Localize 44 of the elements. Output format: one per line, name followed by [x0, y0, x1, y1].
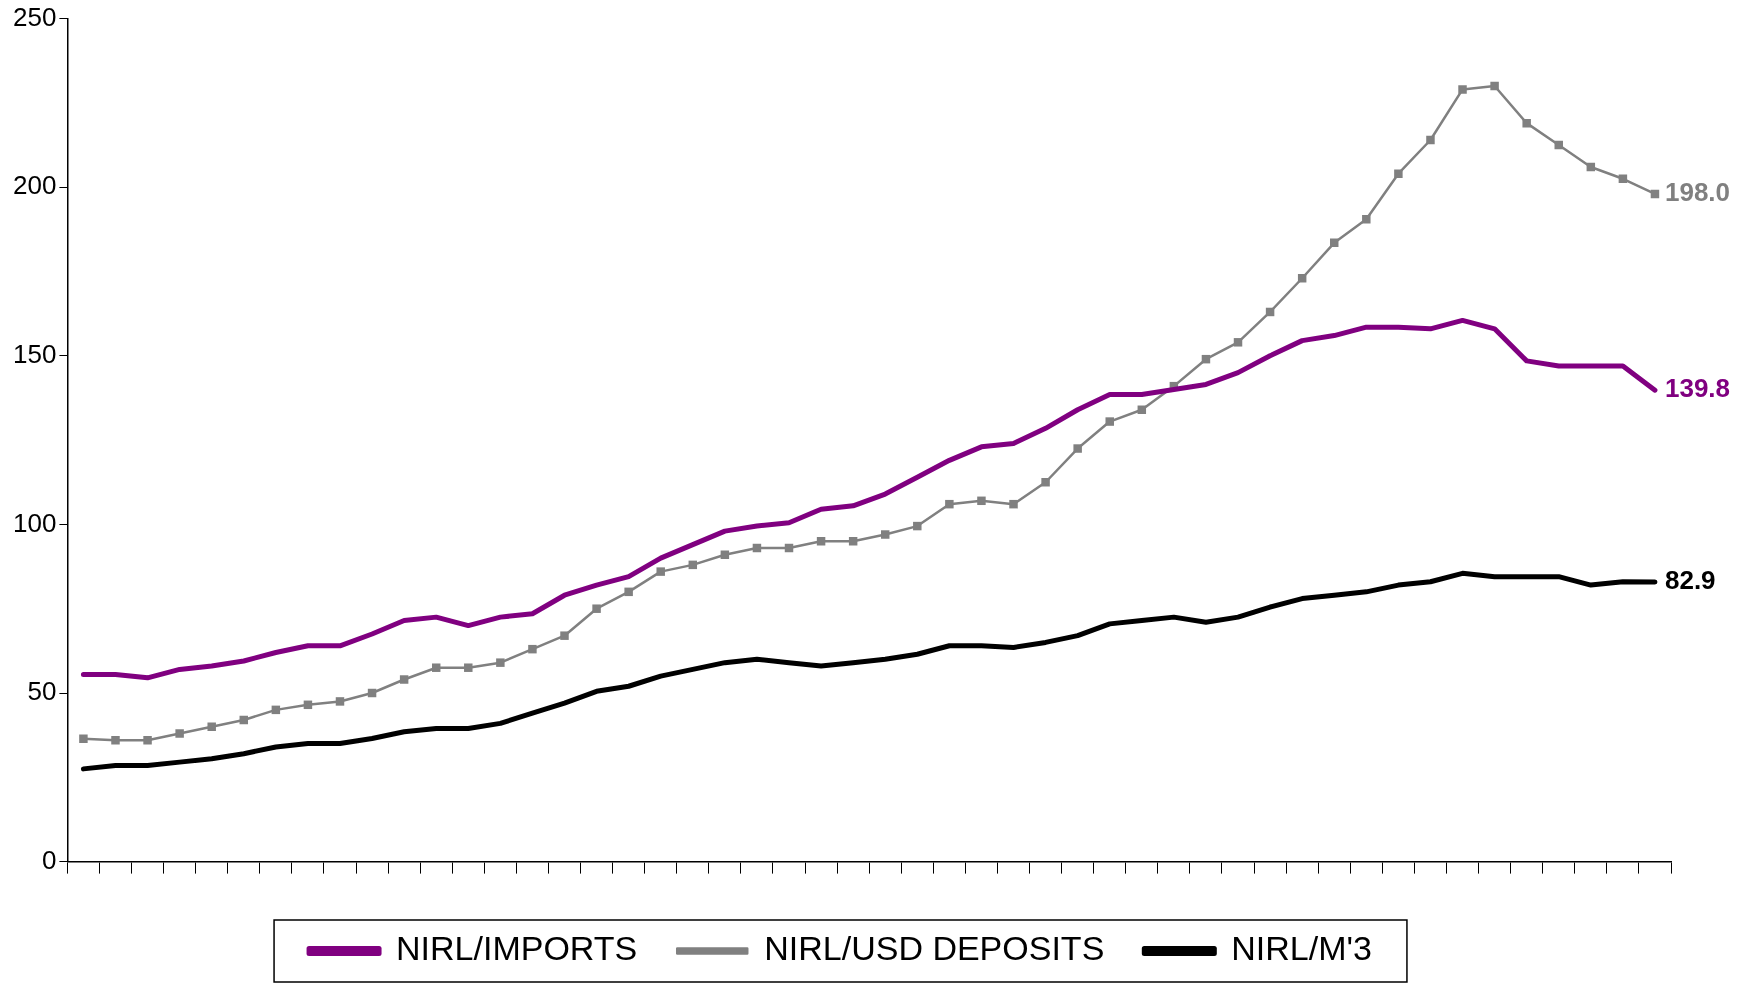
legend-label: NIRL/USD DEPOSITS — [764, 929, 1105, 968]
point — [880, 530, 890, 539]
point — [431, 663, 441, 672]
point — [1490, 81, 1499, 91]
point — [335, 697, 345, 706]
point — [1426, 135, 1435, 145]
point — [1394, 169, 1403, 178]
y-tick-label: 150 — [12, 338, 57, 369]
data-label: 139.8 — [1664, 373, 1731, 404]
point — [1362, 214, 1371, 224]
point — [496, 658, 505, 667]
legend-label: NIRL/IMPORTS — [396, 929, 638, 968]
point — [79, 734, 88, 744]
y-tick-label: 50 — [27, 676, 57, 707]
point — [1073, 444, 1082, 453]
point — [1009, 499, 1018, 509]
point — [175, 729, 184, 738]
point — [656, 567, 665, 576]
point — [1233, 338, 1243, 347]
point — [848, 537, 858, 546]
y-tick-label: 250 — [12, 1, 57, 32]
point — [945, 499, 954, 509]
point — [913, 521, 922, 531]
data-label: 82.9 — [1664, 565, 1716, 596]
legend-label: NIRL/M'3 — [1231, 929, 1372, 968]
point — [207, 722, 216, 731]
point — [1458, 85, 1467, 94]
data-label: 198.0 — [1664, 177, 1731, 208]
point — [143, 735, 152, 745]
point — [399, 675, 409, 684]
y-tick-label: 100 — [12, 507, 57, 538]
point — [977, 496, 986, 506]
point — [464, 663, 473, 672]
point — [560, 631, 569, 640]
point — [1522, 118, 1531, 128]
point — [816, 537, 826, 546]
point — [624, 587, 633, 597]
point — [1105, 417, 1114, 426]
point — [111, 735, 120, 745]
y-tick-label: 0 — [41, 844, 57, 875]
y-tick-label: 200 — [12, 170, 57, 201]
point — [528, 644, 537, 654]
point — [1041, 478, 1050, 487]
point — [592, 604, 601, 613]
